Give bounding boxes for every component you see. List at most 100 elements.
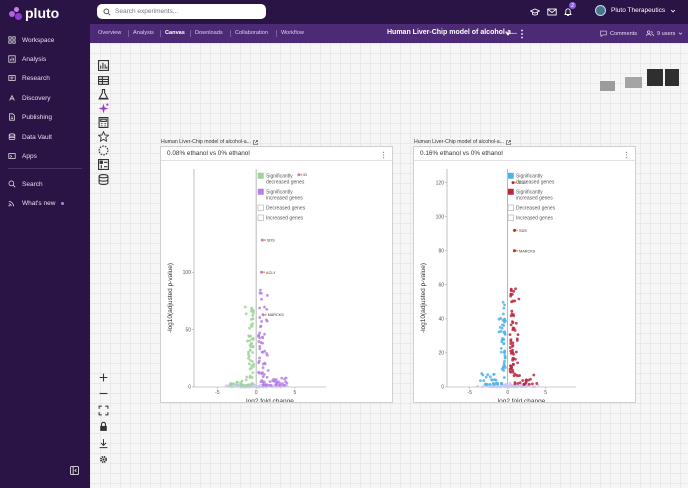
search-icon (8, 180, 16, 188)
search-input[interactable] (115, 8, 255, 15)
sidebar-item-analysis[interactable]: Analysis (8, 53, 46, 65)
tab-collaboration[interactable]: Collaboration (235, 30, 268, 36)
tab-canvas[interactable]: Canvas (165, 30, 185, 36)
sidebar-item-publishing[interactable]: Publishing (8, 111, 52, 123)
data-point (503, 330, 507, 334)
bell-icon[interactable] (563, 7, 573, 17)
y-tick-label: 40 (438, 317, 444, 323)
data-point (265, 307, 269, 311)
users-button[interactable]: 9 users (646, 30, 683, 37)
sidebar-item-whats-new[interactable]: What's new (8, 197, 65, 209)
tab-analysis[interactable]: Analysis (133, 30, 154, 36)
data-point (527, 382, 531, 386)
graduation-cap-icon[interactable] (530, 7, 540, 17)
data-point (250, 341, 254, 345)
plot-source-label[interactable]: Human Liver-Chip model of alcohol-a... (161, 139, 258, 145)
gene-marker (263, 271, 266, 274)
data-point (247, 350, 250, 354)
minimap-node[interactable] (647, 69, 663, 86)
data-point (499, 329, 503, 333)
data-point (502, 342, 506, 346)
global-search[interactable] (97, 4, 266, 19)
caret-down-icon[interactable] (505, 31, 511, 37)
canvas-area[interactable]: Human Liver-Chip model of alcohol-a... 0… (90, 43, 688, 488)
highlighted-gene-point (260, 238, 264, 242)
sidebar-item-discovery[interactable]: Discovery (8, 92, 51, 104)
x-tick-label: 5 (294, 390, 297, 396)
data-point (482, 379, 486, 382)
experiment-flask-icon[interactable] (98, 89, 109, 100)
lock-button[interactable] (98, 421, 109, 432)
comment-icon (600, 30, 607, 37)
project-title[interactable]: Human Liver-Chip model of alcohol-a... (387, 29, 517, 36)
tab-workflow[interactable]: Workflow (281, 30, 304, 36)
plot-card[interactable]: 0.08% ethanol vs 0% ethanol 0 50 100 -5 0 5 lo… (160, 146, 393, 403)
data-point (258, 347, 262, 351)
comments-button[interactable]: Comments (600, 30, 637, 37)
download-button[interactable] (98, 438, 109, 449)
add-table-icon[interactable] (98, 75, 109, 86)
minimap-node[interactable] (625, 77, 642, 88)
data-point (535, 382, 539, 385)
data-point (285, 384, 289, 388)
data-point (529, 377, 532, 381)
y-tick-label: 100 (183, 270, 192, 276)
mail-icon[interactable] (547, 7, 557, 17)
data-point (512, 289, 516, 293)
data-point (513, 381, 517, 384)
discovery-icon (9, 94, 15, 101)
selection-circle-icon[interactable] (98, 145, 109, 156)
data-point (502, 364, 506, 367)
data-point (503, 317, 506, 321)
data-point (531, 382, 534, 386)
card-header-divider (414, 160, 635, 161)
data-vault-icon (8, 133, 16, 140)
minimap-node[interactable] (600, 81, 615, 91)
tab-downloads[interactable]: Downloads (195, 30, 223, 36)
project-nav-bar: Overview Analysis Canvas Downloads Colla… (90, 24, 688, 43)
settings-button[interactable] (98, 454, 109, 465)
plot-source-label[interactable]: Human Liver-Chip model of alcohol-a... (414, 139, 511, 145)
more-options-icon[interactable] (519, 29, 525, 39)
zoom-out-button[interactable] (98, 388, 109, 399)
data-point (487, 385, 491, 389)
legend-label: Decreased genes (266, 206, 306, 212)
layout-grid-icon[interactable] (98, 159, 109, 170)
y-tick-label: 120 (436, 180, 445, 186)
data-point (488, 375, 492, 379)
collapse-sidebar-icon[interactable] (70, 466, 79, 475)
calculator-icon[interactable] (98, 117, 109, 128)
data-point (259, 324, 263, 328)
data-point (258, 344, 262, 348)
more-options-icon[interactable] (382, 151, 385, 159)
sidebar-item-workspace[interactable]: Workspace (8, 34, 54, 46)
sidebar-item-research[interactable]: Research (8, 72, 50, 84)
data-point (259, 384, 262, 387)
ai-sparkle-icon[interactable] (98, 103, 109, 114)
tab-overview[interactable]: Overview (98, 30, 122, 36)
gene-label: SDS (267, 239, 275, 243)
brand-name: pluto (25, 5, 60, 21)
data-point (531, 385, 535, 389)
add-chart-icon[interactable] (98, 60, 109, 71)
more-options-icon[interactable] (625, 151, 628, 159)
org-switcher[interactable]: Pluto Therapeutics (595, 5, 676, 16)
comments-label: Comments (610, 30, 638, 37)
database-icon[interactable] (98, 174, 109, 185)
sidebar-item-search[interactable]: Search (8, 178, 43, 190)
star-icon[interactable] (98, 131, 109, 142)
brand-logo[interactable]: pluto (9, 5, 59, 21)
data-point (257, 359, 261, 363)
sidebar-item-data-vault[interactable]: Data Vault (8, 131, 52, 143)
minimap-node[interactable] (665, 69, 679, 86)
zoom-in-button[interactable] (98, 372, 109, 383)
fit-view-button[interactable] (98, 405, 109, 416)
legend-label: Significantly (516, 190, 543, 196)
sidebar-item-apps[interactable]: Apps (8, 150, 37, 162)
legend-swatch (507, 204, 514, 211)
plot-card[interactable]: 0.16% ethanol vs 0% ethanol 0 20 40 60 80 100… (413, 146, 636, 403)
data-point (516, 333, 520, 337)
data-point (249, 323, 253, 327)
